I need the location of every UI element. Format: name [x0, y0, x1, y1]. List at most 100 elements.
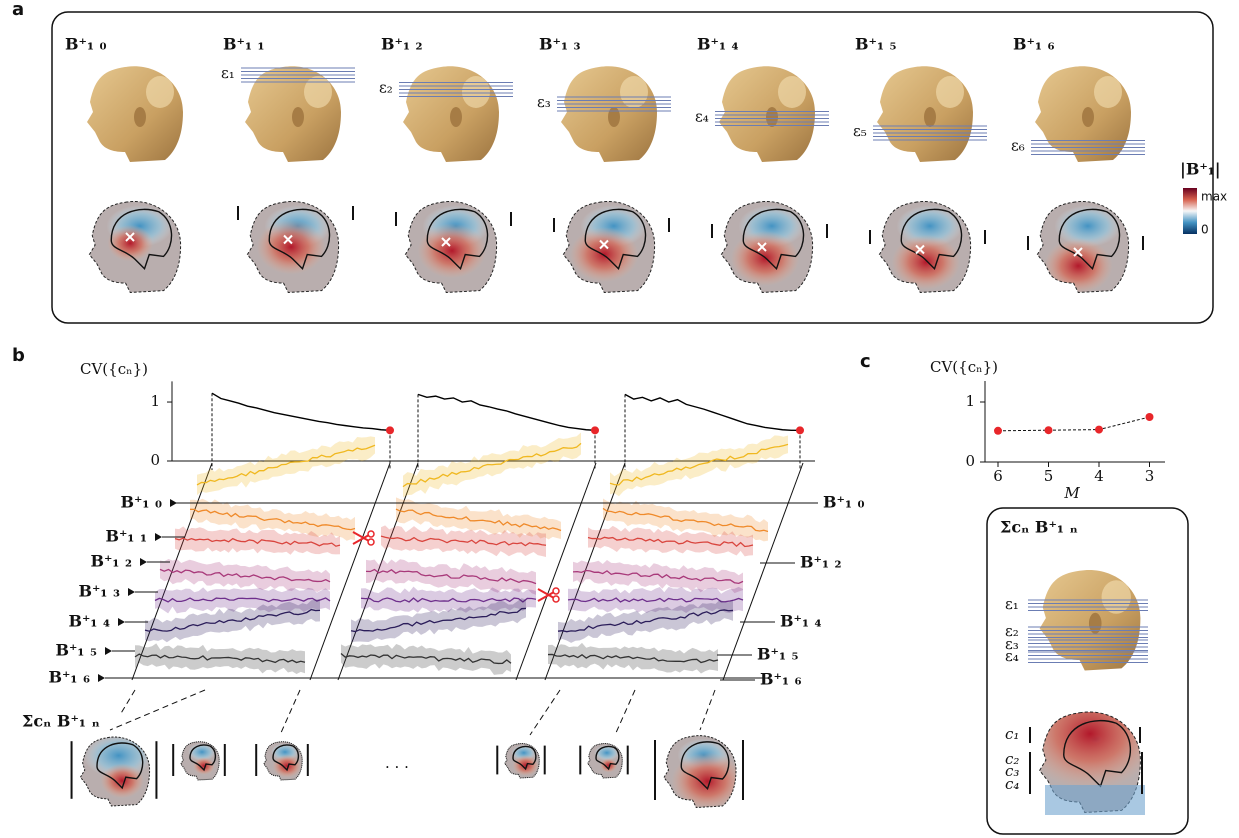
link [110, 690, 205, 730]
map-body [79, 733, 154, 806]
row-label: B⁺₁ ₆ [760, 670, 802, 689]
cv-line [625, 394, 800, 430]
head-model [877, 66, 973, 162]
field-map [720, 198, 815, 293]
row-label: B⁺₁ ₂ [800, 553, 842, 572]
box-title: Σcₙ B⁺₁ ₙ [1000, 518, 1078, 537]
epsilon-label: ε₁ [221, 64, 235, 82]
y-tick-label: 0 [150, 451, 160, 469]
field-map [404, 198, 499, 293]
epsilon-label: ε₆ [1011, 137, 1025, 155]
colorbar-min: 0 [1201, 223, 1209, 237]
map-hot [600, 758, 617, 772]
highlight [304, 76, 332, 108]
head-model [87, 66, 183, 162]
x-tick-label: 6 [993, 467, 1003, 485]
highlight [146, 76, 174, 108]
map-hot [257, 220, 325, 275]
head-model [245, 66, 341, 162]
coefficient-label: c₁ [1005, 725, 1019, 743]
row-label: B⁺₁ ₂ [90, 552, 132, 571]
head-model [561, 66, 657, 162]
epsilon-label: ε₄ [1005, 647, 1019, 665]
y-tick-label: 1 [965, 392, 975, 410]
link [280, 690, 300, 735]
highlight [620, 76, 648, 108]
ear [292, 107, 304, 127]
column-label: B⁺₁ ₀ [65, 35, 107, 54]
field-map [587, 742, 623, 778]
ear [766, 107, 778, 127]
link [120, 690, 135, 715]
row-arrow [170, 499, 177, 507]
panel-label: c [860, 351, 871, 372]
field-map [263, 740, 303, 780]
row-label: B⁺₁ ₄ [68, 612, 110, 631]
link [530, 690, 560, 735]
column-label: B⁺₁ ₆ [1013, 35, 1055, 54]
ear [608, 107, 620, 127]
map-body [88, 198, 183, 293]
map-body [663, 733, 744, 811]
map-body [246, 198, 341, 293]
field-map [246, 198, 341, 293]
epsilon-label: ε₂ [379, 79, 393, 97]
head-model [403, 66, 499, 162]
map-body [1036, 198, 1131, 294]
ear [134, 107, 146, 127]
row-label: B⁺₁ ₆ [48, 668, 90, 687]
y-tick-label: 1 [150, 392, 160, 410]
figure: a b c |B⁺₁| max 0 Σcₙ B⁺₁ ₙ · · · Σcₙ B⁺… [0, 0, 1239, 838]
coefficient-label: c₄ [1005, 775, 1019, 793]
ear [450, 107, 462, 127]
row-label: B⁺₁ ₀ [120, 493, 162, 512]
colorbar-title: |B⁺₁| [1180, 160, 1221, 179]
field-map [88, 198, 183, 293]
column-label: B⁺₁ ₃ [539, 35, 581, 54]
link [615, 690, 635, 735]
highlight [1094, 76, 1122, 108]
row-label: B⁺₁ ₄ [780, 612, 822, 631]
page: a b c |B⁺₁| max 0 Σcₙ B⁺₁ ₙ · · · Σcₙ B⁺… [0, 0, 1239, 838]
head-model [719, 66, 815, 162]
cv-line [418, 394, 595, 430]
column-label: B⁺₁ ₂ [381, 35, 423, 54]
field-map [562, 198, 657, 293]
row-label: B⁺₁ ₁ [105, 527, 147, 546]
x-tick-label: 4 [1094, 467, 1104, 485]
sum-label: Σcₙ B⁺₁ ₙ [22, 712, 100, 731]
link [700, 690, 715, 730]
chart-title: CV({cₙ}) [930, 358, 998, 376]
x-axis-label: M [1063, 484, 1080, 502]
row-arrow [98, 674, 105, 682]
map-hot [1044, 239, 1112, 294]
point [1146, 413, 1154, 421]
end-marker [796, 426, 804, 434]
field-map [79, 733, 154, 806]
band [197, 436, 375, 495]
row-label: B⁺₁ ₅ [55, 641, 97, 660]
x-tick-label: 3 [1145, 467, 1155, 485]
end-marker [591, 426, 599, 434]
map-hot [513, 755, 539, 776]
point [1045, 426, 1053, 434]
row-arrow [128, 588, 135, 596]
colorbar-max: max [1201, 190, 1227, 204]
field-map [663, 733, 744, 811]
highlight [778, 76, 806, 108]
epsilon-label: ε₃ [537, 93, 551, 111]
row-arrow [140, 558, 147, 566]
ear [1082, 107, 1094, 127]
field-map [504, 742, 540, 778]
map-body [720, 198, 815, 293]
field-map [180, 740, 220, 780]
map-hot [193, 757, 215, 774]
row-arrow [105, 647, 112, 655]
column-label: B⁺₁ ₅ [855, 35, 897, 54]
panel-label: b [12, 345, 25, 366]
band [135, 643, 305, 674]
panel-label: a [12, 0, 24, 20]
highlight [462, 76, 490, 108]
epsilon-label: ε₅ [853, 122, 867, 140]
map-body [562, 198, 657, 293]
